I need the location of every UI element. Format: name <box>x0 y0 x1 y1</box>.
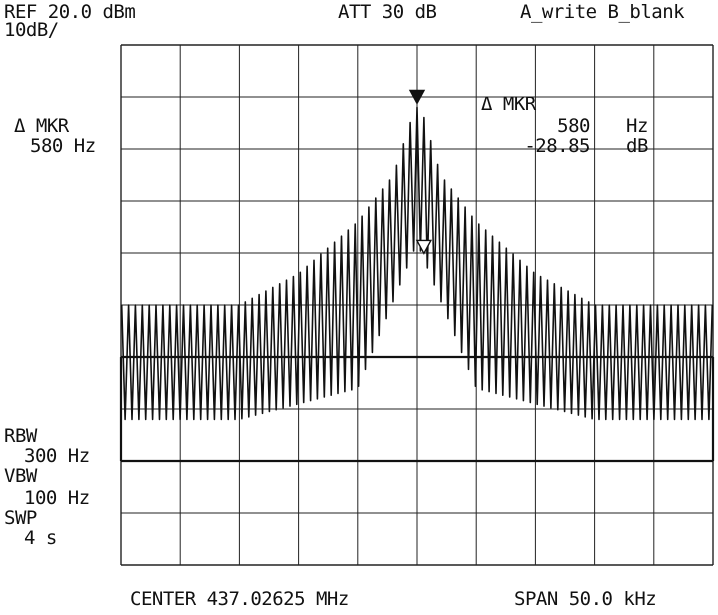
frequency-span: SPAN 50.0 kHz <box>514 588 657 610</box>
marker-amp-value: -28.85 <box>524 135 590 157</box>
spectrum-trace <box>120 106 714 421</box>
vbw-label: VBW <box>4 465 37 487</box>
trace-mode: A_write B_blank <box>520 1 685 23</box>
swp-label: SWP <box>4 507 37 529</box>
scale-per-div: 10dB/ <box>4 19 59 41</box>
ref-level: REF 20.0 dBm <box>4 1 136 23</box>
marker-freq-unit: Hz <box>626 115 648 137</box>
marker-readout-title: Δ MKR <box>481 93 536 115</box>
vbw-value: 100 Hz <box>24 487 90 509</box>
reference-marker <box>408 89 426 105</box>
swp-value: 4 s <box>24 527 57 549</box>
marker-freq-value: 580 <box>557 115 590 137</box>
rbw-value: 300 Hz <box>24 445 90 467</box>
delta-marker <box>415 239 433 255</box>
center-frequency: CENTER 437.02625 MHz <box>130 588 349 610</box>
attenuation: ATT 30 dB <box>338 1 437 23</box>
marker-amp-unit: dB <box>626 135 648 157</box>
markers <box>408 89 433 255</box>
rbw-label: RBW <box>4 425 37 447</box>
delta-marker-value: 580 Hz <box>30 135 96 157</box>
delta-marker-label: Δ MKR <box>14 115 69 137</box>
